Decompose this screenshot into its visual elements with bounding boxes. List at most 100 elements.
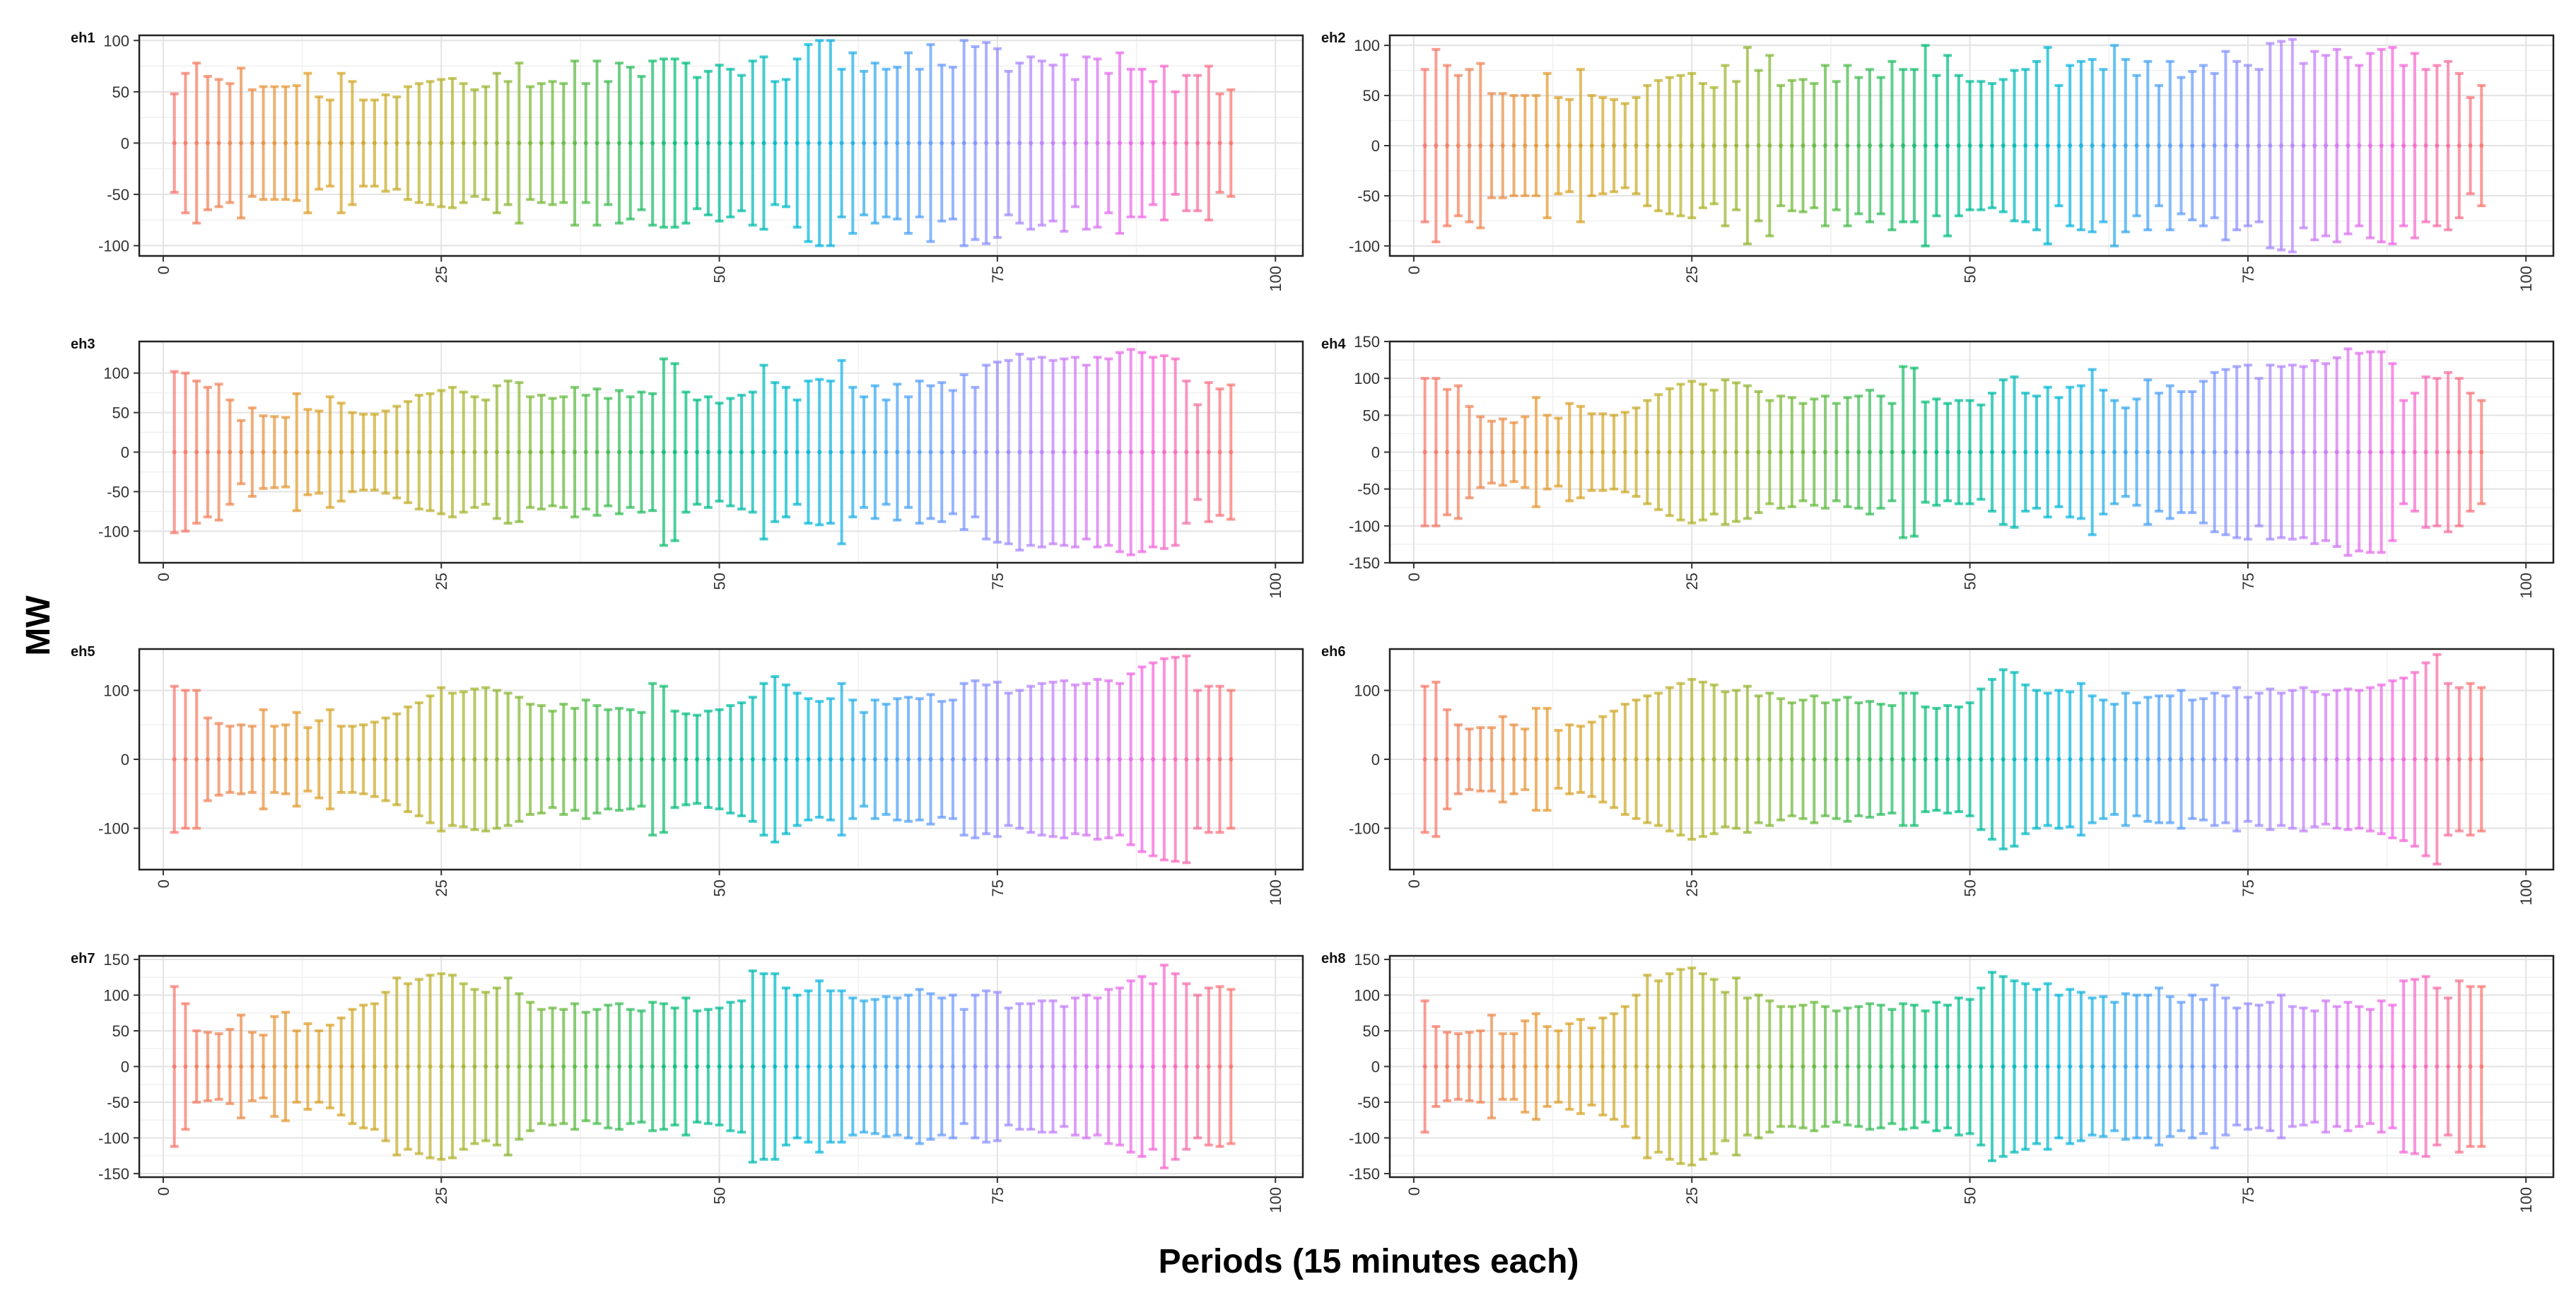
errorbar-midpoint: [1140, 141, 1144, 146]
errorbar-midpoint: [194, 757, 199, 761]
errorbar-midpoint: [2045, 450, 2050, 455]
errorbar: [2043, 385, 2052, 519]
errorbar-midpoint: [494, 450, 499, 455]
errorbar: [2266, 1000, 2275, 1133]
errorbar: [1732, 80, 1741, 211]
errorbar: [948, 993, 957, 1140]
errorbar-midpoint: [1711, 450, 1716, 455]
errorbar-midpoint: [228, 1064, 233, 1069]
errorbar-midpoint: [2312, 1064, 2317, 1069]
errorbar: [292, 84, 301, 202]
errorbar-midpoint: [416, 1064, 421, 1069]
errorbar: [2355, 1005, 2364, 1128]
errorbar-midpoint: [205, 757, 210, 761]
errorbar: [1865, 68, 1874, 223]
errorbar: [2054, 396, 2063, 508]
errorbar: [1899, 691, 1908, 827]
errorbar: [726, 1000, 735, 1133]
errorbar: [470, 88, 479, 198]
errorbar-midpoint: [950, 141, 955, 146]
errorbar: [492, 384, 501, 520]
errorbar-midpoint: [2468, 144, 2473, 148]
errorbar-midpoint: [1600, 450, 1605, 455]
errorbar: [1509, 94, 1518, 197]
errorbar: [1765, 399, 1774, 506]
errorbar-midpoint: [1467, 450, 1472, 455]
errorbar-midpoint: [2457, 757, 2461, 761]
errorbar-midpoint: [616, 1064, 621, 1069]
errorbar: [2177, 76, 2186, 216]
errorbar: [926, 384, 935, 520]
errorbar: [2066, 385, 2075, 519]
errorbar: [971, 385, 980, 519]
errorbar: [2277, 40, 2286, 252]
errorbar-midpoint: [561, 1064, 566, 1069]
errorbar: [1698, 972, 1707, 1161]
errorbar: [1988, 392, 1997, 513]
errorbar: [2332, 47, 2341, 244]
errorbar: [614, 706, 623, 812]
errorbar-midpoint: [1161, 757, 1166, 761]
errorbar-midpoint: [1801, 1064, 1805, 1069]
errorbar: [915, 379, 924, 525]
errorbar-midpoint: [294, 141, 299, 146]
errorbar: [1576, 725, 1585, 794]
errorbar: [2143, 993, 2153, 1140]
errorbar: [1037, 356, 1046, 549]
errorbar: [804, 989, 813, 1144]
errorbar-midpoint: [1878, 144, 1883, 148]
errorbar-midpoint: [616, 450, 621, 455]
errorbar-midpoint: [684, 141, 689, 146]
errorbar-midpoint: [828, 1064, 833, 1069]
x-tick-label: 100: [2517, 573, 2535, 599]
errorbar-midpoint: [1634, 1064, 1639, 1069]
errorbar: [2266, 42, 2275, 250]
errorbar-midpoint: [1556, 1064, 1561, 1069]
errorbar-midpoint: [2157, 144, 2162, 148]
errorbar: [837, 358, 846, 546]
errorbar: [1965, 998, 1974, 1135]
errorbar-midpoint: [2068, 450, 2073, 455]
errorbar: [426, 80, 435, 206]
errorbar: [1226, 689, 1236, 830]
errorbar-midpoint: [2312, 450, 2317, 455]
errorbar-midpoint: [1106, 450, 1111, 455]
errorbar-midpoint: [183, 757, 188, 761]
errorbar: [2466, 392, 2475, 513]
errorbar: [447, 691, 457, 827]
errorbar: [2343, 347, 2353, 557]
errorbar: [1899, 365, 1908, 539]
errorbar: [860, 999, 869, 1134]
errorbar: [1854, 1005, 1863, 1128]
errorbar: [1137, 665, 1147, 853]
errorbar-midpoint: [2101, 450, 2106, 455]
errorbar-midpoint: [2012, 450, 2017, 455]
x-tick-label: 100: [1267, 573, 1284, 599]
errorbar-midpoint: [2056, 1064, 2061, 1069]
errorbar-midpoint: [2324, 450, 2329, 455]
errorbar-midpoint: [517, 757, 522, 761]
errorbar: [1443, 708, 1452, 811]
errorbar-midpoint: [1445, 1064, 1450, 1069]
errorbar-midpoint: [706, 141, 710, 146]
errorbar: [426, 392, 435, 513]
errorbar-midpoint: [1567, 1064, 1572, 1069]
errorbar-midpoint: [1434, 757, 1439, 761]
errorbar-midpoint: [1095, 141, 1100, 146]
errorbar-midpoint: [305, 450, 310, 455]
errorbar: [1542, 71, 1552, 220]
errorbar: [2410, 392, 2419, 513]
errorbar-midpoint: [884, 141, 889, 146]
errorbar-midpoint: [2235, 144, 2240, 148]
errorbar: [1687, 677, 1697, 841]
errorbar-midpoint: [1195, 1064, 1200, 1069]
errorbar: [2210, 691, 2219, 827]
errorbar: [203, 75, 212, 211]
errorbar-midpoint: [2212, 144, 2217, 148]
errorbar-midpoint: [2201, 757, 2206, 761]
errorbar-midpoint: [1867, 1064, 1872, 1069]
errorbar: [237, 1013, 246, 1120]
errorbar-midpoint: [2256, 144, 2261, 148]
